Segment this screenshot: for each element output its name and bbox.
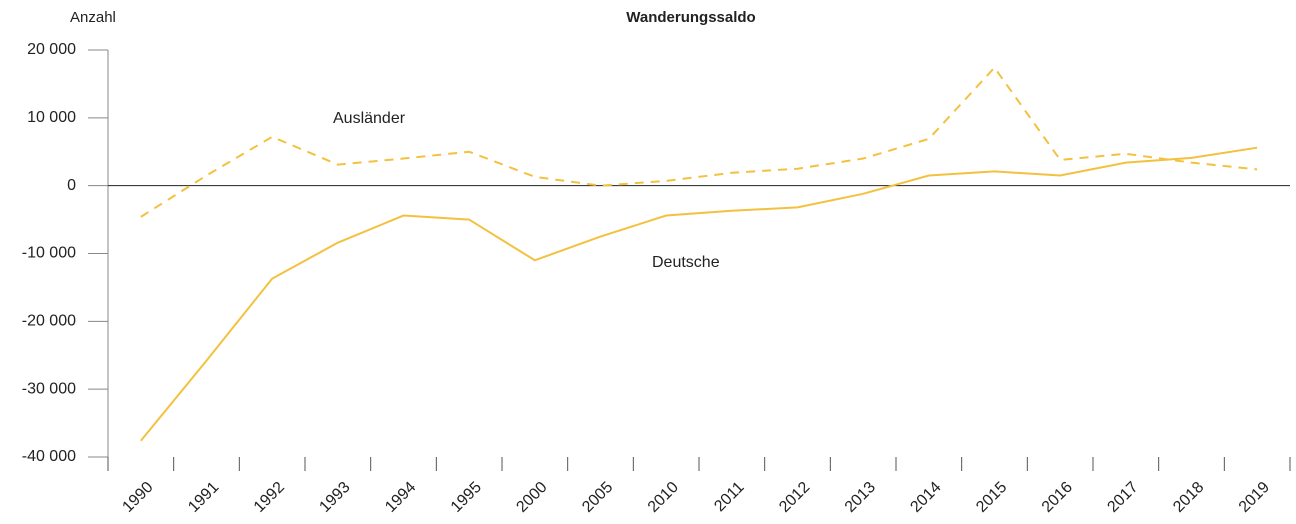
- series-label: Ausländer: [333, 110, 406, 127]
- x-tick-label: 1990: [119, 479, 156, 516]
- x-tick-label: 2019: [1236, 479, 1273, 516]
- y-tick-label: -10 000: [22, 245, 76, 262]
- y-axis-label: Anzahl: [70, 9, 116, 26]
- x-tick-label: 2013: [842, 479, 879, 516]
- series-label: Deutsche: [652, 254, 720, 271]
- y-tick-label: 10 000: [27, 109, 76, 126]
- y-tick-label: 0: [67, 177, 76, 194]
- y-tick-label: -40 000: [22, 448, 76, 465]
- y-tick-label: -30 000: [22, 380, 76, 397]
- x-tick-label: 1993: [316, 479, 353, 516]
- x-tick-label: 2000: [513, 479, 550, 516]
- chart-title: Wanderungssaldo: [626, 9, 755, 26]
- x-tick-label: 2017: [1104, 479, 1141, 516]
- series-line: [140, 146, 1258, 442]
- y-tick-label: -20 000: [22, 313, 76, 330]
- x-tick-label: 1991: [185, 479, 222, 516]
- x-tick-label: 2016: [1039, 479, 1076, 516]
- x-tick-label: 2005: [579, 479, 616, 516]
- x-tick-label: 2014: [907, 479, 944, 516]
- y-tick-label: 20 000: [27, 41, 76, 58]
- x-tick-label: 2018: [1170, 479, 1207, 516]
- x-tick-label: 2012: [776, 479, 813, 516]
- x-tick-label: 1994: [382, 479, 419, 516]
- x-tick-label: 1992: [251, 479, 288, 516]
- x-tick-label: 2015: [973, 479, 1010, 516]
- series-line: [140, 66, 1258, 218]
- x-tick-label: 1995: [448, 479, 485, 516]
- x-tick-label: 2011: [711, 479, 747, 515]
- x-tick-label: 2010: [645, 479, 682, 516]
